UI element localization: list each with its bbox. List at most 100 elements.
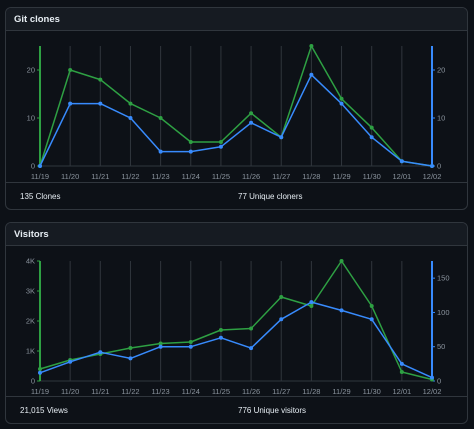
x-tick-label: 11/29	[332, 172, 350, 181]
left-tick-label: 1K	[26, 347, 35, 356]
data-point	[339, 96, 344, 101]
x-tick-label: 11/23	[152, 387, 170, 396]
right-tick-label: 20	[437, 66, 445, 75]
data-point	[98, 350, 103, 355]
visitors-chart: 0 1K 2K 3K 4K 0 50 100 150 11/19 11/20 11/21 11/22 11…	[26, 257, 450, 397]
data-point	[218, 328, 223, 332]
x-tick-label: 11/25	[212, 172, 230, 181]
data-point	[188, 344, 193, 349]
left-tick-label: 4K	[26, 257, 35, 266]
data-point	[249, 326, 254, 331]
data-point	[279, 317, 284, 322]
git-clones-chart: 0 10 20 0 10 20 11/19 11/20 11/21 11/22 11/23 11/24…	[27, 44, 445, 181]
left-tick-label: 2K	[26, 317, 35, 326]
x-tick-label: 11/28	[302, 172, 320, 181]
data-point	[188, 140, 193, 144]
visitors-panel: Visitors 0 1K 2K 3K 4K 0 50 100 150 11/19 11/20 11/…	[5, 222, 468, 424]
data-point	[158, 116, 163, 120]
x-tick-label: 11/28	[302, 387, 320, 396]
left-tick-label: 10	[27, 114, 35, 123]
data-point	[68, 68, 73, 72]
visitors-title: Visitors	[6, 223, 467, 246]
data-point	[399, 361, 404, 366]
data-point	[158, 341, 163, 346]
x-tick-label: 11/23	[152, 172, 170, 181]
data-point	[369, 304, 374, 308]
x-tick-label: 11/26	[242, 387, 260, 396]
x-tick-label: 11/24	[182, 387, 200, 396]
data-point	[38, 370, 42, 375]
data-point	[309, 304, 314, 308]
left-tick-label: 20	[27, 66, 35, 75]
views-count: 21,015 Views	[20, 406, 68, 415]
x-tick-label: 11/29	[332, 387, 350, 396]
series-line	[39, 74, 433, 167]
clones-count: 135 Clones	[20, 192, 61, 201]
unique-cloners-count: 77 Unique cloners	[238, 192, 303, 201]
x-tick-label: 11/30	[363, 172, 381, 181]
data-point	[430, 375, 434, 380]
data-point	[188, 149, 193, 154]
data-point	[218, 144, 223, 149]
data-point	[158, 344, 163, 349]
data-point	[339, 101, 344, 106]
data-point	[249, 346, 254, 351]
data-point	[249, 111, 254, 116]
data-point	[38, 164, 42, 168]
visitors-summary: 21,015 Views 776 Unique visitors	[6, 396, 467, 423]
git-clones-summary: 135 Clones 77 Unique cloners	[6, 182, 467, 209]
series-line	[39, 45, 433, 167]
data-point	[279, 135, 284, 140]
x-tick-label: 11/22	[121, 172, 139, 181]
x-tick-label: 12/01	[392, 172, 411, 181]
x-tick-label: 11/24	[182, 172, 200, 181]
data-point	[68, 359, 73, 364]
data-point	[369, 317, 374, 322]
x-tick-label: 11/30	[363, 387, 381, 396]
x-tick-label: 11/19	[31, 172, 49, 181]
data-point	[128, 101, 133, 106]
data-point	[128, 356, 133, 361]
git-clones-title: Git clones	[6, 8, 467, 31]
x-tick-label: 11/27	[272, 387, 290, 396]
data-point	[369, 135, 374, 140]
x-tick-label: 12/02	[423, 387, 442, 396]
x-tick-label: 11/20	[61, 172, 79, 181]
x-tick-label: 11/27	[272, 172, 290, 181]
git-clones-panel: Git clones 0 10 20 0 10 20 11/19 11/20 11/21 11/2…	[5, 7, 468, 210]
data-point	[188, 340, 193, 344]
right-tick-label: 50	[437, 342, 445, 351]
left-tick-label: 0	[31, 162, 35, 171]
data-point	[399, 159, 404, 164]
data-point	[218, 335, 223, 340]
data-point	[339, 308, 344, 313]
right-tick-label: 0	[437, 377, 441, 386]
data-point	[98, 101, 103, 106]
data-point	[309, 44, 314, 48]
data-point	[309, 300, 314, 305]
data-point	[38, 367, 42, 371]
x-tick-label: 11/21	[91, 387, 109, 396]
data-point	[309, 72, 314, 77]
right-tick-label: 0	[437, 162, 441, 171]
data-point	[158, 149, 163, 154]
right-tick-label: 10	[437, 114, 445, 123]
data-point	[339, 259, 344, 263]
x-tick-label: 11/22	[121, 387, 139, 396]
x-tick-label: 11/21	[91, 172, 109, 181]
x-tick-label: 11/19	[31, 387, 49, 396]
data-point	[369, 125, 374, 130]
data-point	[128, 346, 133, 350]
data-point	[68, 101, 73, 106]
left-tick-label: 0	[31, 377, 35, 386]
data-point	[430, 164, 434, 168]
right-tick-label: 100	[437, 308, 450, 317]
x-tick-label: 11/20	[61, 387, 79, 396]
data-point	[279, 295, 284, 299]
x-tick-label: 11/25	[212, 387, 230, 396]
x-tick-label: 11/26	[242, 172, 260, 181]
x-tick-label: 12/02	[423, 172, 442, 181]
data-point	[399, 370, 404, 374]
data-point	[128, 116, 133, 120]
series-line	[39, 301, 433, 379]
